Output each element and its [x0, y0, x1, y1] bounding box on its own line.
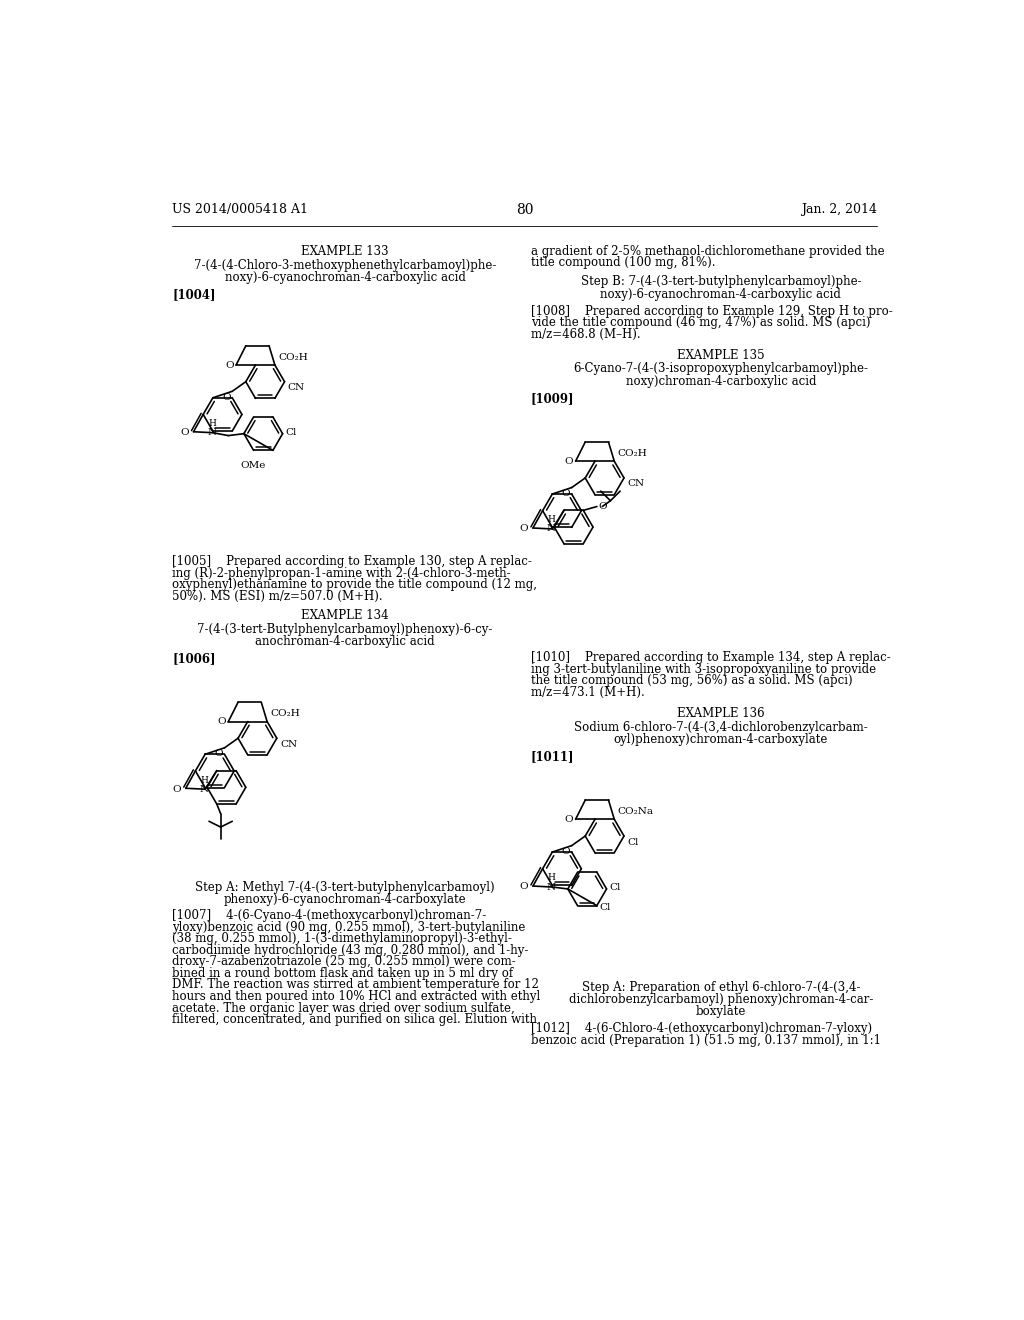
Text: hours and then poured into 10% HCl and extracted with ethyl: hours and then poured into 10% HCl and e…	[172, 990, 541, 1003]
Text: [1006]: [1006]	[172, 652, 216, 665]
Text: a gradient of 2-5% methanol-dichloromethane provided the: a gradient of 2-5% methanol-dichlorometh…	[531, 244, 885, 257]
Text: CO₂H: CO₂H	[270, 709, 300, 718]
Text: N: N	[208, 428, 217, 437]
Text: the title compound (53 mg, 56%) as a solid. MS (apci): the title compound (53 mg, 56%) as a sol…	[531, 675, 853, 688]
Text: [1009]: [1009]	[531, 392, 574, 405]
Text: [1012]    4-(6-Chloro-4-(ethoxycarbonyl)chroman-7-yloxy): [1012] 4-(6-Chloro-4-(ethoxycarbonyl)chr…	[531, 1022, 872, 1035]
Text: ing 3-tert-butylaniline with 3-isopropoxyaniline to provide: ing 3-tert-butylaniline with 3-isopropox…	[531, 663, 877, 676]
Text: O: O	[519, 524, 528, 533]
Text: m/z=473.1 (M+H).: m/z=473.1 (M+H).	[531, 686, 645, 698]
Text: [1007]    4-(6-Cyano-4-(methoxycarbonyl)chroman-7-: [1007] 4-(6-Cyano-4-(methoxycarbonyl)chr…	[172, 909, 486, 923]
Text: anochroman-4-carboxylic acid: anochroman-4-carboxylic acid	[255, 635, 435, 648]
Text: O: O	[561, 490, 570, 498]
Text: carbodiimide hydrochloride (43 mg, 0.280 mmol), and 1-hy-: carbodiimide hydrochloride (43 mg, 0.280…	[172, 944, 528, 957]
Text: ing (R)-2-phenylpropan-1-amine with 2-(4-chloro-3-meth-: ing (R)-2-phenylpropan-1-amine with 2-(4…	[172, 566, 511, 579]
Text: OMe: OMe	[241, 461, 266, 470]
Text: Sodium 6-chloro-7-(4-(3,4-dichlorobenzylcarbam-: Sodium 6-chloro-7-(4-(3,4-dichlorobenzyl…	[574, 721, 867, 734]
Text: H: H	[201, 776, 208, 784]
Text: acetate. The organic layer was dried over sodium sulfate,: acetate. The organic layer was dried ove…	[172, 1002, 515, 1015]
Text: [1010]    Prepared according to Example 134, step A replac-: [1010] Prepared according to Example 134…	[531, 651, 891, 664]
Text: CO₂H: CO₂H	[617, 449, 647, 458]
Text: m/z=468.8 (M–H).: m/z=468.8 (M–H).	[531, 327, 641, 341]
Text: H: H	[548, 874, 555, 882]
Text: O: O	[225, 360, 233, 370]
Text: 80: 80	[516, 203, 534, 216]
Text: vide the title compound (46 mg, 47%) as solid. MS (apci): vide the title compound (46 mg, 47%) as …	[531, 317, 870, 329]
Text: CN: CN	[280, 739, 297, 748]
Text: filtered, concentrated, and purified on silica gel. Elution with: filtered, concentrated, and purified on …	[172, 1014, 538, 1026]
Text: CO₂Na: CO₂Na	[617, 808, 653, 816]
Text: oxyphenyl)ethanamine to provide the title compound (12 mg,: oxyphenyl)ethanamine to provide the titl…	[172, 578, 538, 591]
Text: H: H	[548, 515, 555, 524]
Text: N: N	[200, 784, 209, 793]
Text: CN: CN	[627, 479, 644, 488]
Text: droxy-7-azabenzotriazole (25 mg, 0.255 mmol) were com-: droxy-7-azabenzotriazole (25 mg, 0.255 m…	[172, 956, 516, 969]
Text: EXAMPLE 136: EXAMPLE 136	[677, 706, 765, 719]
Text: yloxy)benzoic acid (90 mg, 0.255 mmol), 3-tert-butylaniline: yloxy)benzoic acid (90 mg, 0.255 mmol), …	[172, 921, 525, 933]
Text: O: O	[172, 784, 181, 793]
Text: benzoic acid (Preparation 1) (51.5 mg, 0.137 mmol), in 1:1: benzoic acid (Preparation 1) (51.5 mg, 0…	[531, 1034, 881, 1047]
Text: O: O	[222, 393, 230, 401]
Text: EXAMPLE 133: EXAMPLE 133	[301, 244, 389, 257]
Text: Cl: Cl	[285, 428, 296, 437]
Text: O: O	[180, 428, 188, 437]
Text: Cl: Cl	[627, 837, 639, 846]
Text: Step B: 7-(4-(3-tert-butylphenylcarbamoyl)phe-: Step B: 7-(4-(3-tert-butylphenylcarbamoy…	[581, 276, 861, 289]
Text: 50%). MS (ESI) m/z=507.0 (M+H).: 50%). MS (ESI) m/z=507.0 (M+H).	[172, 590, 383, 603]
Text: boxylate: boxylate	[695, 1006, 746, 1019]
Text: Cl: Cl	[599, 903, 610, 912]
Text: [1011]: [1011]	[531, 750, 574, 763]
Text: O: O	[598, 502, 607, 511]
Text: Cl: Cl	[609, 883, 621, 892]
Text: phenoxy)-6-cyanochroman-4-carboxylate: phenoxy)-6-cyanochroman-4-carboxylate	[223, 892, 466, 906]
Text: 7-(4-(4-Chloro-3-methoxyphenethylcarbamoyl)phe-: 7-(4-(4-Chloro-3-methoxyphenethylcarbamo…	[194, 259, 497, 272]
Text: CO₂H: CO₂H	[278, 352, 308, 362]
Text: [1008]    Prepared according to Example 129, Step H to pro-: [1008] Prepared according to Example 129…	[531, 305, 893, 318]
Text: Step A: Preparation of ethyl 6-chloro-7-(4-(3,4-: Step A: Preparation of ethyl 6-chloro-7-…	[582, 981, 860, 994]
Text: (38 mg, 0.255 mmol), 1-(3-dimethylaminopropyl)-3-ethyl-: (38 mg, 0.255 mmol), 1-(3-dimethylaminop…	[172, 932, 512, 945]
Text: US 2014/0005418 A1: US 2014/0005418 A1	[172, 203, 308, 216]
Text: N: N	[547, 524, 556, 533]
Text: O: O	[519, 882, 528, 891]
Text: EXAMPLE 135: EXAMPLE 135	[677, 348, 765, 362]
Text: O: O	[214, 750, 223, 759]
Text: noxy)-6-cyanochroman-4-carboxylic acid: noxy)-6-cyanochroman-4-carboxylic acid	[224, 271, 466, 284]
Text: oyl)phenoxy)chroman-4-carboxylate: oyl)phenoxy)chroman-4-carboxylate	[613, 733, 828, 746]
Text: noxy)-6-cyanochroman-4-carboxylic acid: noxy)-6-cyanochroman-4-carboxylic acid	[600, 288, 842, 301]
Text: [1005]    Prepared according to Example 130, step A replac-: [1005] Prepared according to Example 130…	[172, 554, 532, 568]
Text: DMF. The reaction was stirred at ambient temperature for 12: DMF. The reaction was stirred at ambient…	[172, 978, 539, 991]
Text: N: N	[547, 883, 556, 891]
Text: O: O	[564, 814, 573, 824]
Text: noxy)chroman-4-carboxylic acid: noxy)chroman-4-carboxylic acid	[626, 375, 816, 388]
Text: Step A: Methyl 7-(4-(3-tert-butylphenylcarbamoyl): Step A: Methyl 7-(4-(3-tert-butylphenylc…	[196, 880, 495, 894]
Text: CN: CN	[288, 383, 305, 392]
Text: EXAMPLE 134: EXAMPLE 134	[301, 609, 389, 622]
Text: O: O	[217, 717, 226, 726]
Text: O: O	[561, 847, 570, 857]
Text: dichlorobenzylcarbamoyl) phenoxy)chroman-4-car-: dichlorobenzylcarbamoyl) phenoxy)chroman…	[568, 993, 873, 1006]
Text: [1004]: [1004]	[172, 288, 216, 301]
Text: title compound (100 mg, 81%).: title compound (100 mg, 81%).	[531, 256, 716, 269]
Text: H: H	[208, 418, 216, 428]
Text: 6-Cyano-7-(4-(3-isopropoxyphenylcarbamoyl)phe-: 6-Cyano-7-(4-(3-isopropoxyphenylcarbamoy…	[573, 363, 868, 375]
Text: Jan. 2, 2014: Jan. 2, 2014	[802, 203, 878, 216]
Text: bined in a round bottom flask and taken up in 5 ml dry of: bined in a round bottom flask and taken …	[172, 966, 513, 979]
Text: O: O	[564, 457, 573, 466]
Text: 7-(4-(3-tert-Butylphenylcarbamoyl)phenoxy)-6-cy-: 7-(4-(3-tert-Butylphenylcarbamoyl)phenox…	[198, 623, 493, 636]
